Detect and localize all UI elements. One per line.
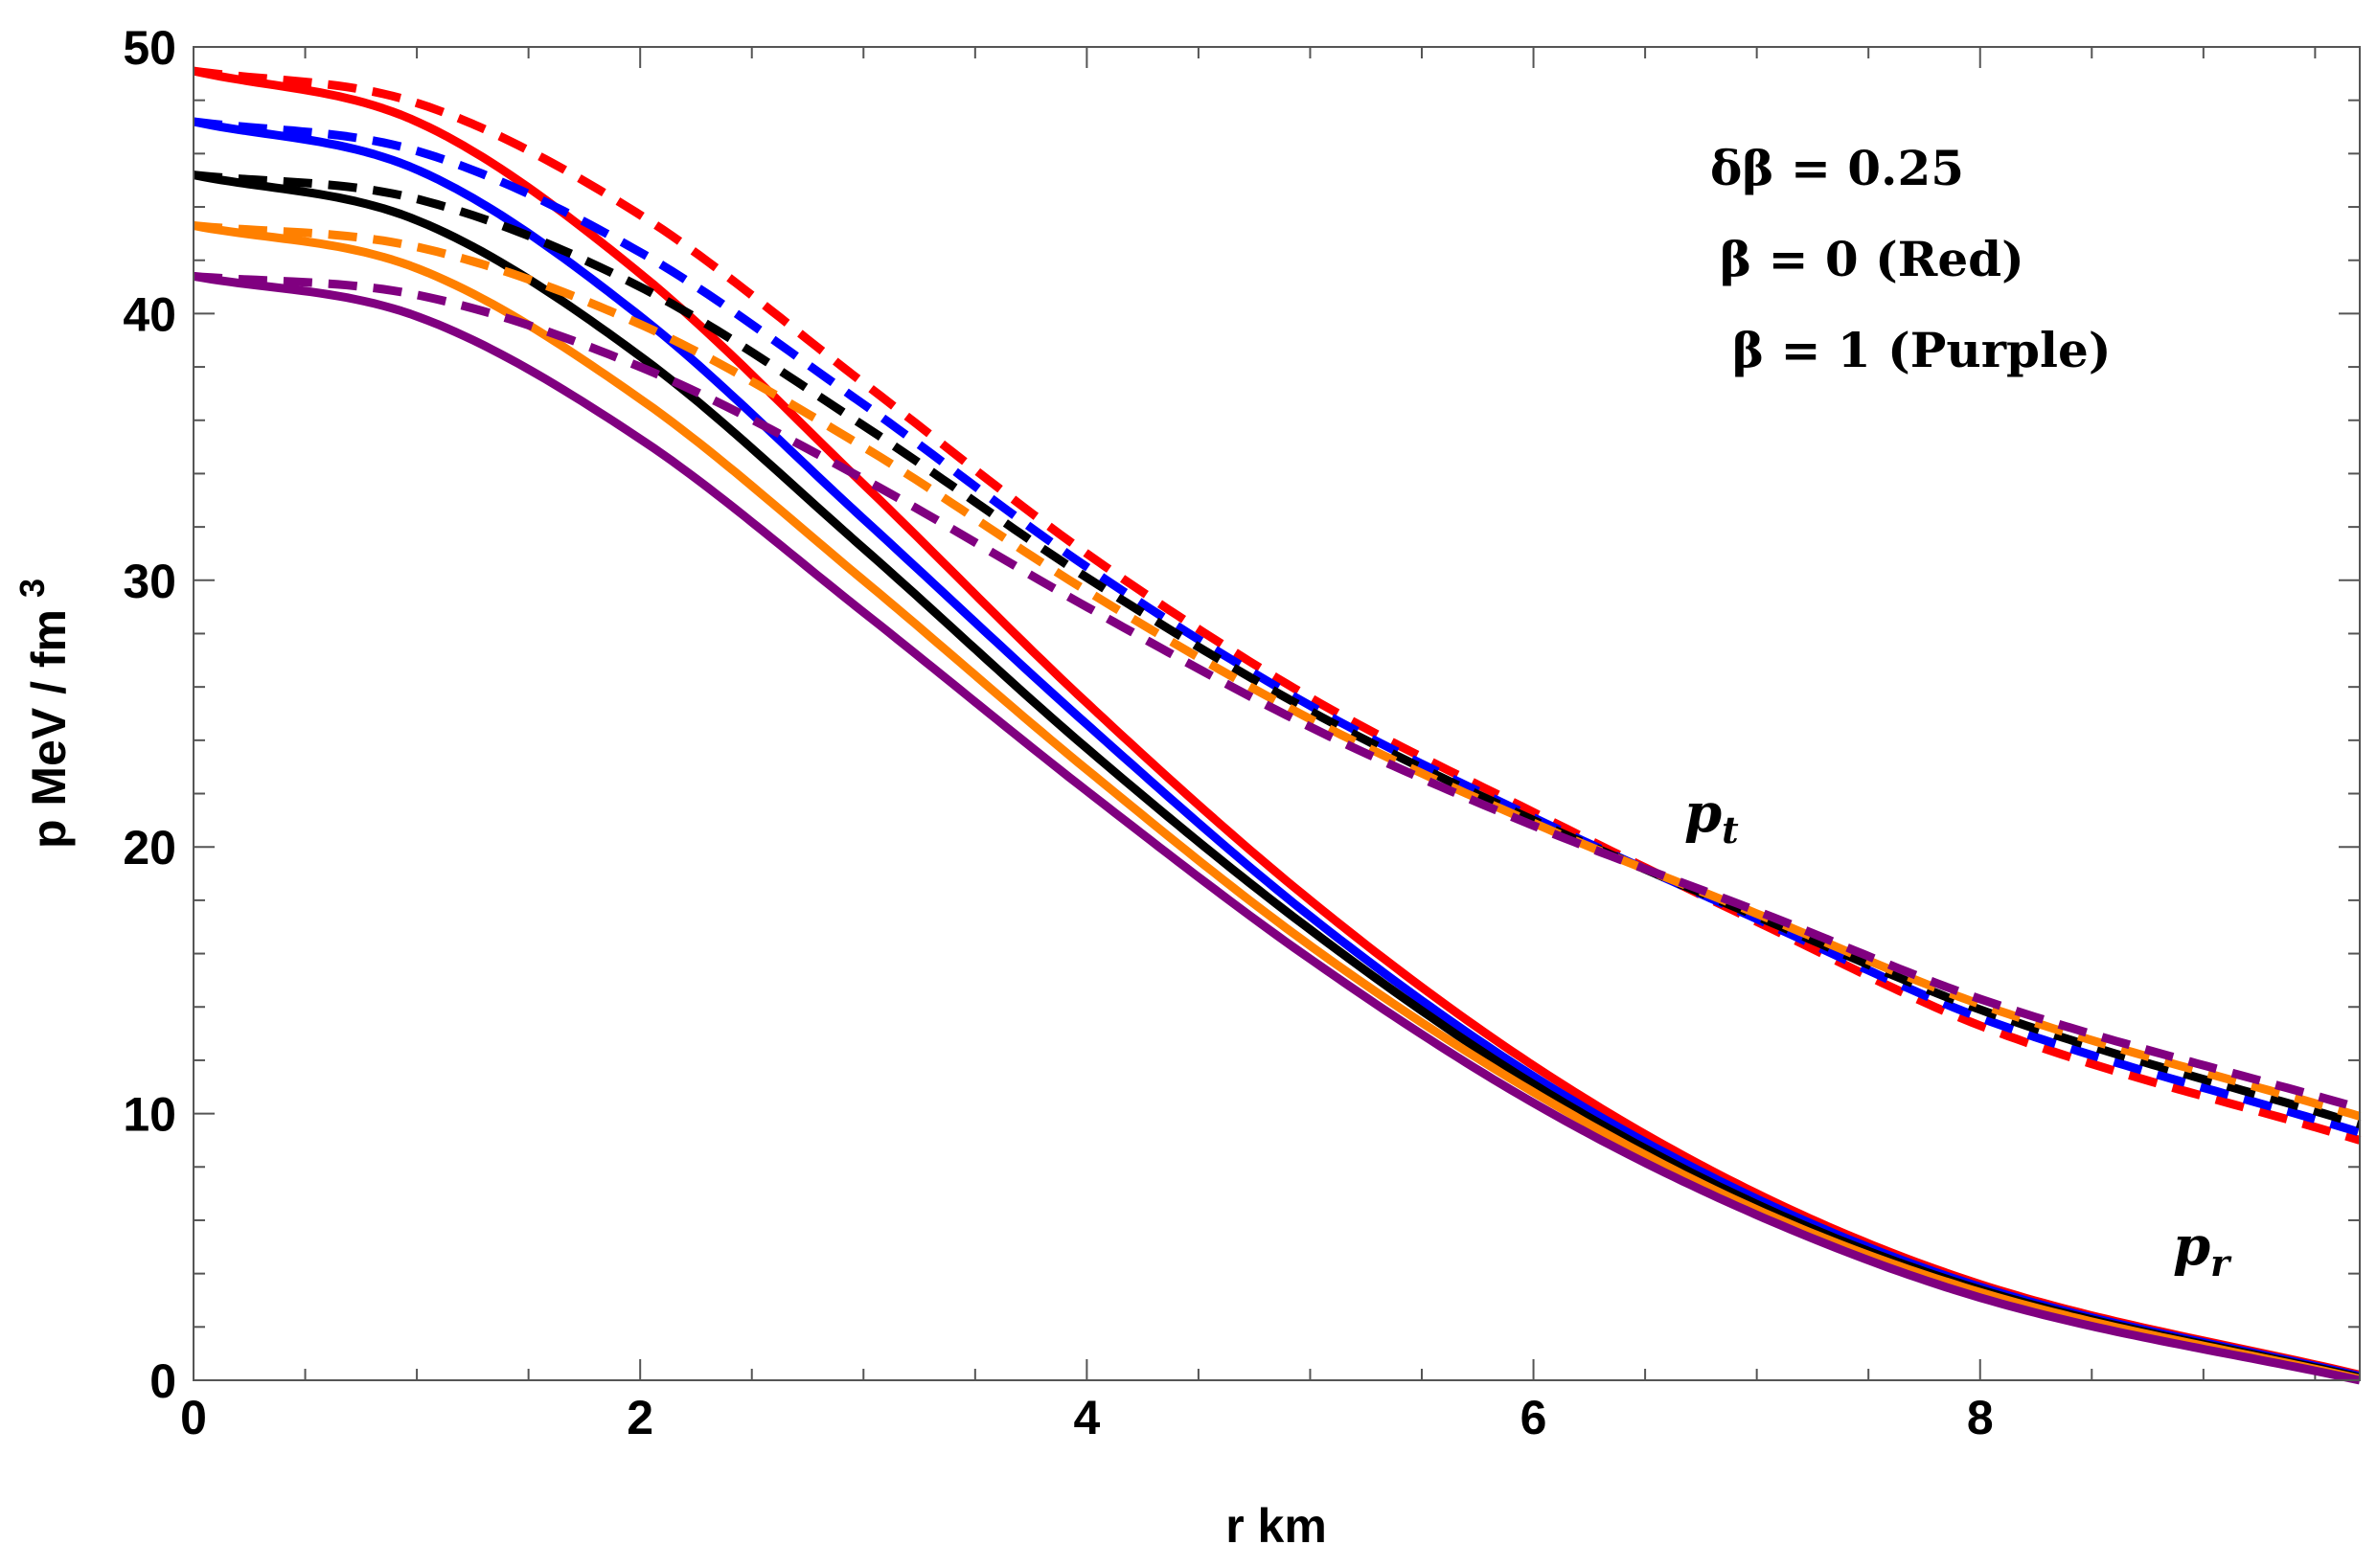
x-tick-label: 4 <box>1073 1391 1100 1444</box>
annotation-beta-zero: β = 0 (Red) <box>1720 231 2024 287</box>
series-lines <box>193 66 2362 1385</box>
curve-label-pt-sub: t <box>1722 808 1739 852</box>
x-tick-label: 8 <box>1967 1391 1994 1444</box>
y-axis-title-superscript: 3 <box>12 579 52 598</box>
y-tick-label: 20 <box>123 821 176 875</box>
x-tick-label: 6 <box>1520 1391 1547 1444</box>
annotation-beta-one: β = 1 (Purple) <box>1732 322 2111 378</box>
y-axis-title-text: p MeV / fm <box>22 609 76 849</box>
x-axis-title: r km <box>1225 1499 1327 1553</box>
y-tick-label: 30 <box>123 555 176 608</box>
curve-label-pr: pr <box>2173 1215 2232 1284</box>
annotation-delta-beta: δβ = 0.25 <box>1710 140 1964 196</box>
series-line-pt-series-7 <box>193 170 2362 1129</box>
y-tick-label: 40 <box>123 287 176 341</box>
series-line-pt-series-6 <box>193 117 2362 1137</box>
x-tick-label: 2 <box>627 1391 653 1444</box>
series-line-pr-series-4 <box>193 271 2361 1385</box>
plot-frame <box>193 46 2361 1381</box>
y-tick-label: 0 <box>149 1354 176 1408</box>
curve-label-pt: pt <box>1684 782 1739 852</box>
x-tick-label: 0 <box>180 1391 207 1444</box>
series-line-pt-series-9 <box>193 271 2362 1113</box>
y-axis-title: p MeV / fm 3 <box>12 579 76 849</box>
series-line-pt-series-8 <box>193 221 2362 1121</box>
series-line-pr-series-3 <box>193 221 2361 1383</box>
y-tick-label: 10 <box>123 1088 176 1142</box>
curve-label-pr-sub: r <box>2210 1241 2232 1284</box>
curve-label-pr-base: p <box>2173 1215 2210 1278</box>
curve-label-pt-base: p <box>1684 782 1722 845</box>
series-line-pt-series-5 <box>193 66 2362 1145</box>
tick-labels: 0 2 4 6 8 0 10 20 30 40 50 <box>123 21 1993 1444</box>
y-tick-label: 50 <box>123 21 176 75</box>
